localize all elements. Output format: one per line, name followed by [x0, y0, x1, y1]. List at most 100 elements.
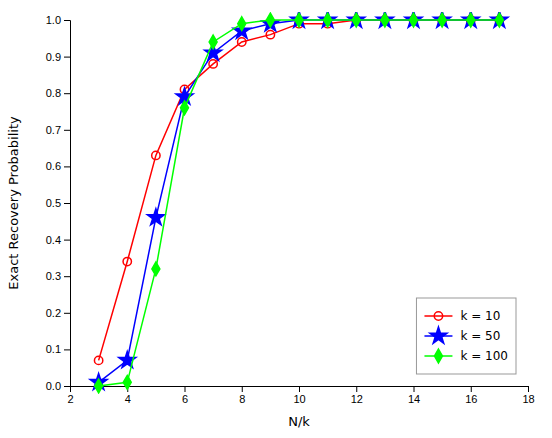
tick: 0.2	[46, 307, 70, 319]
chart: 246810121416180.00.10.20.30.40.50.60.70.…	[0, 0, 552, 438]
tick-mark	[299, 386, 300, 392]
series-line	[99, 20, 500, 386]
plot: 246810121416180.00.10.20.30.40.50.60.70.…	[46, 11, 535, 405]
tick-label: 0.2	[46, 307, 61, 319]
point	[209, 60, 217, 68]
tick-label: 1.0	[46, 14, 61, 26]
tick-mark	[185, 386, 186, 392]
y-axis: 0.0 0.1 0.2 0.3 0.4 0.5 0.6 0.7 0.8 0.9 1.0	[46, 14, 71, 392]
point	[209, 35, 217, 49]
tick-mark	[471, 386, 472, 392]
legend-line	[424, 315, 452, 317]
legend-label: k = 50	[460, 329, 500, 343]
point	[95, 379, 103, 393]
axis-line	[71, 387, 529, 393]
point	[381, 13, 389, 27]
tick-label: 8	[239, 393, 245, 405]
tick: 0.0	[46, 380, 70, 392]
tick-mark	[528, 386, 529, 392]
tick-mark	[356, 386, 357, 392]
tick-label: 14	[408, 393, 420, 405]
tick-label: 6	[182, 393, 188, 405]
tick-label: 0.7	[46, 124, 61, 136]
tick-mark	[64, 276, 70, 277]
tick-mark	[64, 93, 70, 94]
point	[352, 13, 360, 27]
legend-label: k = 100	[460, 349, 508, 363]
point	[238, 38, 246, 46]
tick-label: 0.4	[46, 234, 61, 246]
point	[152, 262, 160, 276]
tick-label: 18	[522, 393, 534, 405]
series	[90, 12, 508, 390]
tick-mark	[414, 386, 415, 392]
tick: 8	[239, 386, 245, 405]
point	[495, 13, 503, 27]
tick: 2	[67, 386, 73, 405]
tick-mark	[64, 313, 70, 314]
tick: 0.7	[46, 124, 70, 136]
point	[324, 13, 332, 27]
tick-label: 2	[67, 393, 73, 405]
series	[95, 13, 504, 393]
point	[123, 257, 131, 265]
tick: 0.1	[46, 343, 70, 355]
tick-mark	[64, 20, 70, 21]
point	[410, 13, 418, 27]
tick-label: 16	[465, 393, 477, 405]
tick: 12	[351, 386, 363, 405]
tick-mark	[64, 240, 70, 241]
point	[147, 209, 164, 225]
legend-item: k = 50	[424, 327, 500, 343]
tick-mark	[64, 203, 70, 204]
tick: 14	[408, 386, 420, 405]
tick-label: 0.5	[46, 197, 61, 209]
tick: 18	[522, 386, 534, 405]
tick: 0.9	[46, 51, 70, 63]
legend-item: k = 10	[424, 309, 500, 323]
y-axis-title: Exact Recovery Probability	[6, 116, 21, 290]
legend-box	[416, 298, 516, 374]
tick: 1.0	[46, 14, 70, 26]
point	[266, 30, 274, 38]
legend: k = 10 k = 50 k = 100	[416, 298, 516, 374]
x-axis-title: N/k	[288, 414, 310, 429]
point	[123, 375, 131, 389]
tick-label: 0.3	[46, 270, 61, 282]
tick: 0.4	[46, 234, 70, 246]
tick: 0.5	[46, 197, 70, 209]
point	[152, 151, 160, 159]
tick: 0.3	[46, 270, 70, 282]
series-line	[99, 20, 500, 382]
legend-label: k = 10	[460, 309, 500, 323]
point	[238, 17, 246, 31]
tick: 6	[182, 386, 188, 405]
tick-label: 0.0	[46, 380, 61, 392]
point	[181, 101, 189, 115]
tick-label: 4	[125, 393, 131, 405]
legend-marker	[434, 349, 442, 363]
point	[467, 13, 475, 27]
tick: 16	[465, 386, 477, 405]
tick-label: 0.6	[46, 160, 61, 172]
tick-mark	[64, 386, 70, 387]
point	[295, 13, 303, 27]
tick-label: 0.9	[46, 51, 61, 63]
tick-label: 0.1	[46, 343, 61, 355]
point	[266, 13, 274, 27]
point	[94, 356, 102, 364]
tick-mark	[64, 57, 70, 58]
tick-mark	[64, 130, 70, 131]
tick-label: 10	[293, 393, 305, 405]
tick: 0.8	[46, 87, 70, 99]
tick-label: 12	[351, 393, 363, 405]
x-axis: 2 4 6 8 10 12 14 16 18	[67, 386, 534, 405]
tick-mark	[64, 166, 70, 167]
tick-mark	[242, 386, 243, 392]
axis-line	[64, 21, 71, 387]
data-area	[90, 12, 508, 393]
tick: 10	[293, 386, 305, 405]
legend-item: k = 100	[424, 349, 508, 363]
tick: 0.6	[46, 160, 70, 172]
tick-mark	[64, 349, 70, 350]
